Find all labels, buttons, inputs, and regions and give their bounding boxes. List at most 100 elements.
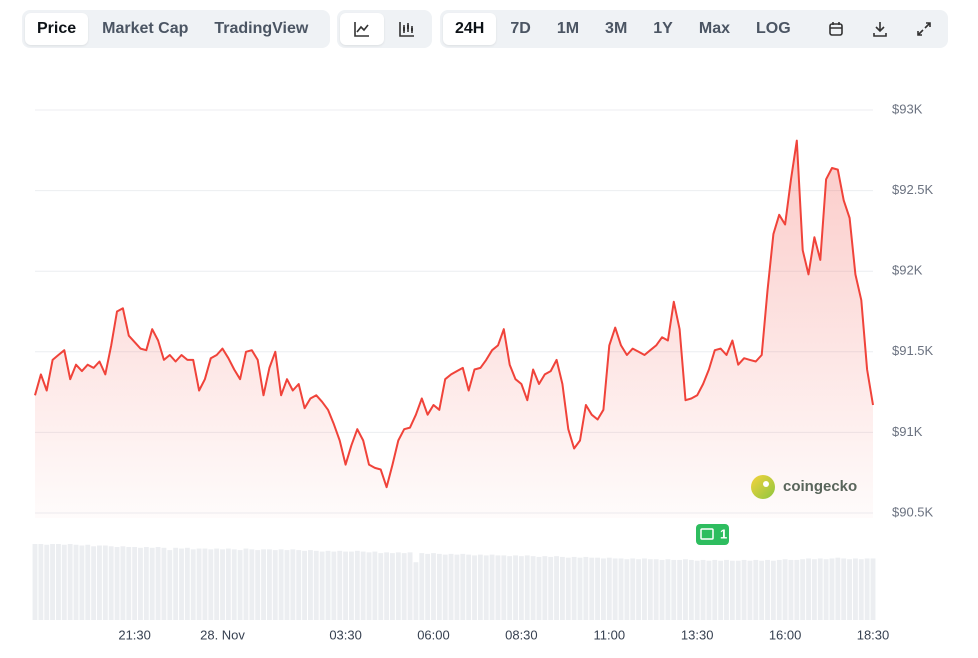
- volume-bar: [530, 556, 536, 620]
- toggle-button[interactable]: TradingView: [214, 20, 309, 37]
- news-icon: [700, 528, 714, 540]
- chart-style-toggle: [337, 10, 432, 48]
- volume-bar: [595, 557, 601, 620]
- volume-bar: [231, 549, 237, 620]
- toggle-button[interactable]: 3M: [605, 20, 628, 37]
- volume-bar: [858, 559, 864, 620]
- x-tick-label: 28. Nov: [200, 627, 245, 642]
- volume-bar: [477, 554, 483, 620]
- y-tick-label: $91K: [892, 424, 923, 439]
- volume-bar: [659, 559, 665, 620]
- volume-bar: [776, 559, 782, 620]
- calendar-button[interactable]: [815, 13, 857, 45]
- volume-bar: [161, 547, 167, 620]
- toggle-button[interactable]: Market Cap: [102, 20, 189, 37]
- volume-bar: [559, 556, 565, 620]
- volume-bar: [683, 559, 688, 620]
- volume-bar: [583, 556, 589, 620]
- volume-bar: [700, 559, 706, 620]
- volume-bar: [243, 548, 249, 620]
- toggle-button[interactable]: 1M: [556, 20, 580, 37]
- y-tick-label: $91.5K: [892, 343, 934, 358]
- volume-bar: [501, 555, 507, 620]
- volume-bar: [571, 556, 577, 620]
- volume-bar: [817, 558, 823, 620]
- volume-bar: [413, 562, 419, 620]
- volume-bar: [841, 558, 847, 620]
- volume-bar: [436, 553, 442, 620]
- volume-bar: [542, 556, 548, 620]
- volume-bar: [489, 554, 495, 620]
- volume-bar: [261, 549, 266, 620]
- watermark-text: coingecko: [783, 478, 857, 495]
- volume-bar: [401, 553, 407, 620]
- volume-bar: [179, 548, 184, 620]
- area-fill: [35, 140, 873, 518]
- download-button[interactable]: [859, 13, 901, 45]
- volume-bar: [577, 557, 583, 620]
- range-toggle: 24H 7D 1M 3M 1Y Max LOG: [440, 10, 948, 48]
- volume-bar: [132, 547, 138, 620]
- volume-bar: [636, 559, 642, 620]
- volume-bar: [366, 552, 372, 620]
- x-tick-label: 06:00: [417, 627, 450, 642]
- volume-bar: [138, 547, 143, 620]
- volume-bar: [642, 558, 647, 620]
- y-tick-label: $92.5K: [892, 182, 934, 197]
- volume-bar: [167, 550, 173, 620]
- toggle-button[interactable]: Max: [698, 20, 730, 37]
- volume-bar: [419, 553, 425, 620]
- volume-bar: [307, 550, 313, 620]
- volume-bar: [729, 560, 735, 620]
- volume-bar: [343, 551, 349, 620]
- volume-bar: [56, 544, 61, 620]
- volume-bar: [847, 559, 852, 620]
- x-tick-label: 08:30: [505, 627, 538, 642]
- volume-bar: [835, 557, 841, 620]
- view-toggle: Price Market Cap TradingView: [22, 10, 330, 48]
- x-tick-label: 16:00: [769, 627, 802, 642]
- volume-bar: [390, 553, 395, 620]
- volume-bar: [794, 559, 800, 620]
- volume-bar: [688, 559, 694, 620]
- fullscreen-button[interactable]: [903, 13, 945, 45]
- y-tick-label: $93K: [892, 101, 923, 116]
- news-badge[interactable]: 1: [696, 524, 729, 545]
- volume-bar: [466, 554, 472, 620]
- watermark: coingecko: [751, 475, 857, 499]
- line-chart-button[interactable]: [340, 13, 384, 45]
- volume-bar: [266, 549, 272, 620]
- volume-bar: [823, 559, 829, 620]
- volume-bar: [829, 558, 835, 620]
- volume-bar: [565, 557, 571, 620]
- volume-bar: [694, 560, 700, 620]
- volume-bar: [149, 547, 155, 620]
- volume-bar: [155, 547, 161, 620]
- toggle-button[interactable]: Price: [25, 13, 89, 45]
- volume-bar: [800, 559, 806, 620]
- volume-bar: [354, 550, 360, 620]
- volume-bar: [173, 547, 179, 620]
- volume-bar: [384, 552, 390, 620]
- icon: [828, 22, 843, 36]
- volume-bar: [618, 558, 624, 620]
- volume-bar: [601, 558, 606, 620]
- volume-bar: [85, 544, 91, 620]
- volume-bar: [44, 544, 50, 620]
- toggle-button[interactable]: 1Y: [653, 20, 673, 37]
- volume-bar: [518, 556, 524, 620]
- volume-bar: [302, 550, 307, 620]
- toggle-button[interactable]: 7D: [510, 20, 531, 37]
- candle-chart-button[interactable]: [386, 13, 430, 45]
- toggle-button[interactable]: 24H: [443, 13, 497, 45]
- volume-bar: [747, 560, 753, 620]
- toggle-button[interactable]: LOG: [755, 20, 791, 37]
- volume-bar: [190, 549, 196, 620]
- volume-bar: [753, 559, 759, 620]
- volume-bar: [788, 559, 794, 620]
- icon: [917, 22, 931, 36]
- volume-bar: [718, 560, 724, 620]
- volume-bar: [290, 549, 296, 620]
- volume-bar: [407, 552, 413, 620]
